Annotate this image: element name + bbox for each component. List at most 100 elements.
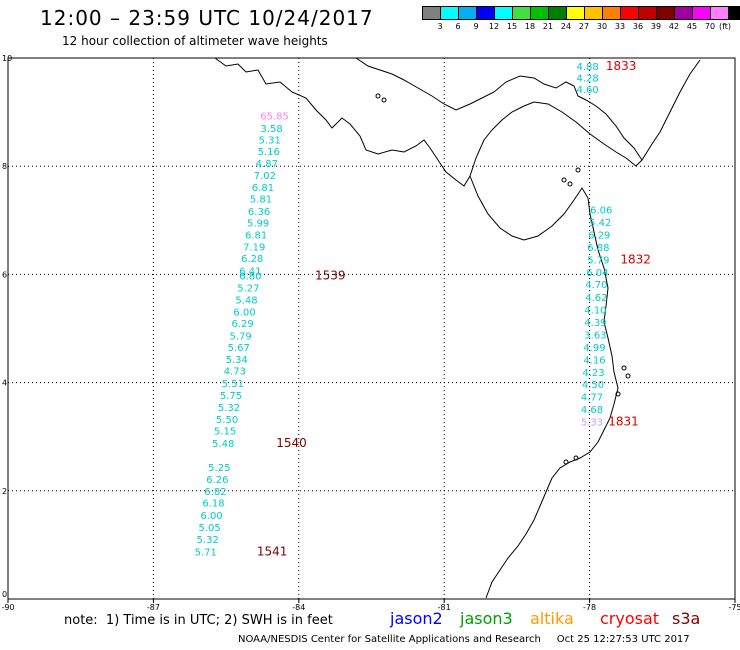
legend-swatch (530, 6, 548, 20)
wave-height-label: 4.77 (581, 393, 603, 404)
wave-height-label: 5.48 (235, 295, 257, 306)
pass-time-label: 1539 (315, 268, 346, 282)
pass-time-label: 1831 (608, 415, 639, 429)
wave-height-label: 6.29 (231, 319, 253, 330)
legend-unit: (ft) (718, 22, 732, 31)
legend-swatch (476, 6, 494, 20)
legend-swatch (710, 6, 728, 20)
wave-height-label: 3.58 (261, 124, 283, 135)
island (375, 93, 381, 99)
page-title: 12:00 – 23:59 UTC 10/24/2017 (40, 6, 374, 30)
units-note: note: 1) Time is in UTC; 2) SWH is in fe… (64, 613, 333, 628)
coastline-caribbean (641, 59, 701, 161)
x-tick-label: -81 (438, 603, 451, 612)
wave-height-label: 5.05 (198, 523, 220, 534)
wave-height-label: 4.50 (582, 380, 604, 391)
wave-height-label: 6.36 (248, 207, 270, 218)
legend-label: 24 (560, 22, 572, 31)
wave-height-label: 5.99 (247, 218, 269, 229)
legend-swatch (548, 6, 566, 20)
legend-label: 12 (488, 22, 500, 31)
wave-height-label: 5.48 (212, 439, 234, 450)
wave-height-label: 6.00 (200, 511, 222, 522)
wave-height-label: 5.33 (581, 418, 603, 429)
x-tick-label: -90 (1, 603, 14, 612)
credits-footer: NOAA/NESDIS Center for Satellite Applica… (238, 634, 690, 645)
wave-height-label: 4.87 (256, 159, 278, 170)
page-subtitle: 12 hour collection of altimeter wave hei… (62, 34, 328, 48)
wave-height-label: 5.75 (220, 391, 242, 402)
wave-height-label: 4.88 (577, 62, 599, 73)
wave-height-label: 6.82 (204, 487, 226, 498)
wave-height-label: 65.85 (260, 111, 289, 122)
island (625, 373, 631, 379)
legend-label: 21 (542, 22, 554, 31)
wave-height-label: 6.06 (590, 205, 612, 216)
pass-time-label: 1540 (276, 436, 307, 450)
legend-swatch (494, 6, 512, 20)
wave-height-label: 4.16 (583, 355, 605, 366)
legend-label: 33 (614, 22, 626, 31)
legend-label: 45 (686, 22, 698, 31)
x-tick-label: -78 (583, 603, 596, 612)
island (575, 167, 581, 173)
y-tick-label: 4 (2, 379, 7, 388)
island (615, 391, 621, 397)
legend-swatch (440, 6, 458, 20)
legend-swatch (674, 6, 692, 20)
x-tick-label: -75 (728, 603, 740, 612)
satellite-s3a: s3a (672, 609, 701, 628)
wave-height-label: 6.29 (588, 230, 610, 241)
wave-height-label: 6.26 (206, 475, 228, 486)
wave-height-label: 5.25 (208, 463, 230, 474)
wave-height-label: 5.50 (216, 415, 238, 426)
color-scale-labels: 3 6 9 12 15 18 21 24 27 30 33 36 39 42 45 70 (ft) (422, 22, 731, 31)
wave-height-label: 6.81 (252, 183, 274, 194)
legend-swatch (692, 6, 710, 20)
legend-label: 39 (650, 22, 662, 31)
wave-height-label: 6.80 (239, 271, 261, 282)
wave-height-label: 5.71 (195, 547, 217, 558)
legend-swatch (620, 6, 638, 20)
wave-height-label: 3.63 (584, 330, 606, 341)
legend-swatch (422, 6, 440, 20)
y-tick-label: 8 (2, 162, 7, 171)
wave-height-label: 4.99 (583, 343, 605, 354)
legend-swatch (728, 6, 740, 20)
island (561, 177, 567, 183)
legend-label: 30 (596, 22, 608, 31)
coastline-south-america (469, 175, 619, 599)
island (563, 459, 569, 465)
wave-height-label: 5.42 (589, 218, 611, 229)
legend-label: 3 (437, 22, 443, 31)
wave-height-label: 5.31 (259, 136, 281, 147)
wave-height-label: 5.16 (258, 147, 280, 158)
wave-height-label: 5.27 (237, 283, 259, 294)
legend-label: 18 (524, 22, 536, 31)
legend-swatch (458, 6, 476, 20)
legend-label: 27 (578, 22, 590, 31)
wave-height-label: 4.10 (584, 306, 606, 317)
wave-height-label: 4.60 (577, 85, 599, 96)
wave-height-label: 5.81 (250, 195, 272, 206)
map-frame (7, 57, 736, 600)
legend-label: 15 (506, 22, 518, 31)
wave-height-label: 5.67 (228, 343, 250, 354)
coastline-central-america (214, 57, 643, 187)
legend-swatch (602, 6, 620, 20)
wave-height-label: 4.23 (582, 368, 604, 379)
island (567, 181, 573, 187)
wave-height-label: 5.51 (222, 379, 244, 390)
wave-height-label: 6.28 (241, 254, 263, 265)
legend-swatch (512, 6, 530, 20)
wave-height-label: 6.04 (586, 268, 608, 279)
wave-height-label: 6.00 (233, 308, 255, 319)
wave-height-label: 7.19 (243, 242, 265, 253)
legend-label: 70 (704, 22, 716, 31)
wave-height-label: 4.62 (585, 293, 607, 304)
wave-height-label: 6.18 (202, 499, 224, 510)
pass-time-label: 1833 (606, 59, 637, 73)
island (621, 365, 627, 371)
legend-label: 9 (473, 22, 479, 31)
